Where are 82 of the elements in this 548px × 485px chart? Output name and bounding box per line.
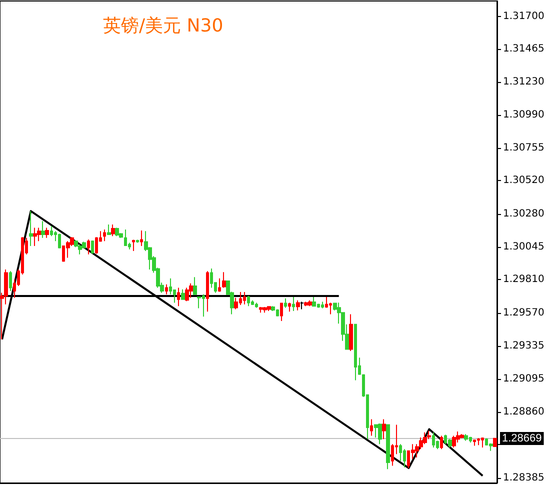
candlestick [136, 239, 139, 244]
candlestick [41, 220, 45, 238]
candlestick [251, 300, 254, 306]
candlestick [29, 210, 33, 247]
candlestick [177, 287, 180, 307]
y-tick-label: 1.30045 [503, 241, 544, 252]
y-tick-label: 1.29095 [503, 374, 544, 385]
y-tick-label: 1.28860 [503, 406, 544, 418]
y-tick-label: 1.30755 [503, 142, 544, 154]
candlestick [37, 227, 41, 242]
candlestick [481, 436, 484, 448]
candlestick [87, 238, 90, 255]
candlestick [448, 438, 452, 448]
candlestick [218, 278, 221, 292]
candlestick [382, 418, 386, 440]
ref-line-label: 1.28669 [502, 432, 542, 445]
candlestick [370, 418, 373, 436]
candlestick [473, 439, 476, 446]
candlestick [452, 435, 456, 448]
y-tick-label: 1.28385 [503, 472, 544, 484]
candlestick [111, 224, 115, 237]
candlestick [222, 272, 226, 288]
candlestick [103, 228, 106, 242]
candlestick [140, 230, 143, 247]
candlestick [304, 301, 308, 307]
candlestick [308, 300, 312, 307]
candlestick [78, 244, 82, 255]
candlestick [185, 287, 189, 302]
candlestick [296, 300, 300, 311]
candlestick [243, 292, 246, 305]
candlestick [66, 240, 70, 258]
candlestick [115, 227, 119, 237]
candlestick [45, 227, 49, 238]
candlestick [255, 302, 258, 308]
candlestick [259, 306, 263, 314]
candlestick [193, 276, 197, 295]
candlestick [91, 240, 94, 254]
candlestick [464, 434, 468, 442]
y-tick-label: 1.31230 [503, 76, 544, 88]
candlestick [489, 442, 493, 452]
candlestick [9, 270, 12, 292]
y-tick-label: 1.30990 [503, 110, 544, 121]
text: 英镑/美元 N30 [103, 16, 224, 36]
y-tick-label: 1.29335 [503, 340, 544, 352]
candlestick [288, 302, 291, 312]
candlestick [292, 296, 295, 312]
candlestick [300, 301, 304, 310]
candlestick [107, 224, 111, 236]
candlestick [263, 306, 267, 314]
candlestick [58, 233, 61, 249]
y-tick-label: 1.30280 [503, 208, 544, 220]
candlestick [321, 301, 324, 309]
candlestick [132, 239, 135, 252]
candlestick [460, 434, 464, 439]
candlestick [267, 306, 271, 312]
candlestick [50, 226, 53, 237]
candlestick [210, 268, 213, 288]
y-tick-label: 1.31465 [503, 44, 544, 55]
candlestick [432, 432, 435, 448]
y-tick-label: 1.31700 [503, 10, 544, 22]
candlestick [440, 435, 443, 450]
y-tick-label: 1.29810 [503, 274, 544, 286]
candlestick [378, 423, 382, 445]
candlestick [354, 324, 357, 381]
candlestick [189, 282, 193, 298]
y-tick-label: 1.30520 [503, 175, 544, 186]
candlestick [423, 432, 427, 445]
candlestick [280, 302, 283, 322]
candlestick [493, 438, 497, 447]
candlestick [206, 270, 209, 312]
candlestick [181, 288, 185, 300]
candlestick [477, 438, 480, 446]
candlestick [386, 424, 390, 470]
y-tick-label: 1.29570 [503, 308, 544, 319]
candlestick [284, 298, 287, 308]
candlestick [312, 296, 316, 307]
candlestick [427, 430, 431, 440]
candlestick [349, 314, 353, 352]
candlestick [247, 296, 250, 307]
candlestick [165, 284, 168, 295]
candlestick [33, 227, 37, 247]
candlestick [124, 228, 127, 247]
